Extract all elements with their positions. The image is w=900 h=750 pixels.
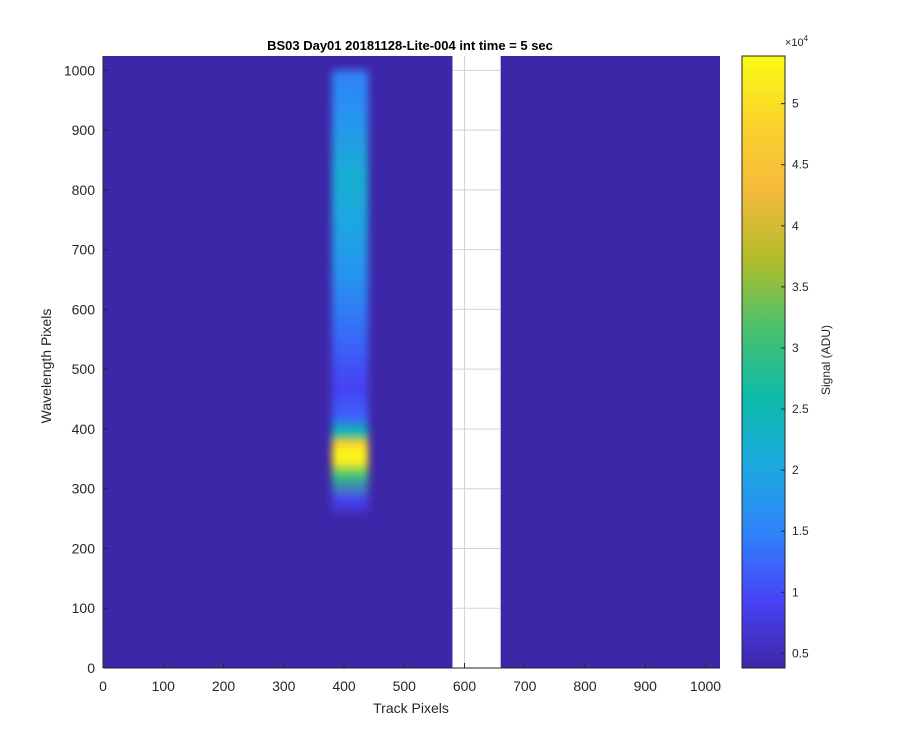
- y-tick-label: 100: [72, 600, 96, 616]
- x-tick-label: 200: [212, 678, 236, 694]
- x-axis: 0 100 200 300 400 500 600 700 800 900 1000: [99, 663, 721, 694]
- heatmap-background: [103, 56, 720, 668]
- colorbar-label: Signal (ADU): [819, 325, 833, 395]
- x-tick-label: 600: [453, 678, 477, 694]
- colorbar-tick-label: 2: [792, 463, 799, 477]
- y-tick-label: 600: [72, 301, 96, 317]
- y-tick-label: 200: [72, 540, 96, 556]
- colorbar-tick-label: 3.5: [792, 280, 809, 294]
- x-tick-label: 500: [393, 678, 417, 694]
- colorbar-tick-label: 2.5: [792, 402, 809, 416]
- y-tick-label: 800: [72, 182, 96, 198]
- y-tick-label: 1000: [64, 62, 95, 78]
- colorbar-bar: [741, 55, 786, 669]
- colorbar: 0.5 1 1.5 2 2.5 3 3.5 4 4.5 5: [741, 55, 809, 669]
- colorbar-tick-label: 3: [792, 341, 799, 355]
- x-tick-label: 100: [152, 678, 176, 694]
- y-tick-label: 700: [72, 242, 96, 258]
- colorbar-exponent: ×104: [785, 34, 809, 49]
- y-tick-label: 400: [72, 421, 96, 437]
- colorbar-tick-label: 0.5: [792, 646, 809, 660]
- colorbar-tick-label: 1.5: [792, 524, 809, 538]
- plot-area: [103, 56, 720, 669]
- x-axis-label: Track Pixels: [373, 700, 449, 716]
- x-tick-label: 700: [513, 678, 537, 694]
- y-axis: 0 100 200 300 400 500 600 700 800 900 1000: [64, 56, 108, 676]
- y-tick-label: 900: [72, 122, 96, 138]
- masked-columns: [452, 56, 501, 668]
- y-tick-label: 500: [72, 361, 96, 377]
- x-tick-label: 300: [272, 678, 296, 694]
- y-tick-label: 0: [87, 660, 95, 676]
- colorbar-tick-label: 4: [792, 219, 799, 233]
- colorbar-tick-label: 1: [792, 585, 799, 599]
- x-tick-label: 1000: [690, 678, 721, 694]
- y-tick-label: 300: [72, 481, 96, 497]
- colorbar-exponent-power: 4: [804, 34, 809, 43]
- colorbar-exponent-base: ×10: [785, 37, 804, 49]
- x-tick-label: 0: [99, 678, 107, 694]
- colorbar-tick-label: 4.5: [792, 158, 809, 172]
- colorbar-tick-label: 5: [792, 97, 799, 111]
- signal-band: [331, 64, 369, 519]
- y-axis-label: Wavelength Pixels: [38, 309, 54, 424]
- x-tick-label: 800: [573, 678, 597, 694]
- x-tick-label: 400: [332, 678, 356, 694]
- x-tick-label: 900: [634, 678, 658, 694]
- chart-title: BS03 Day01 20181128-Lite-004 int time = …: [267, 38, 553, 53]
